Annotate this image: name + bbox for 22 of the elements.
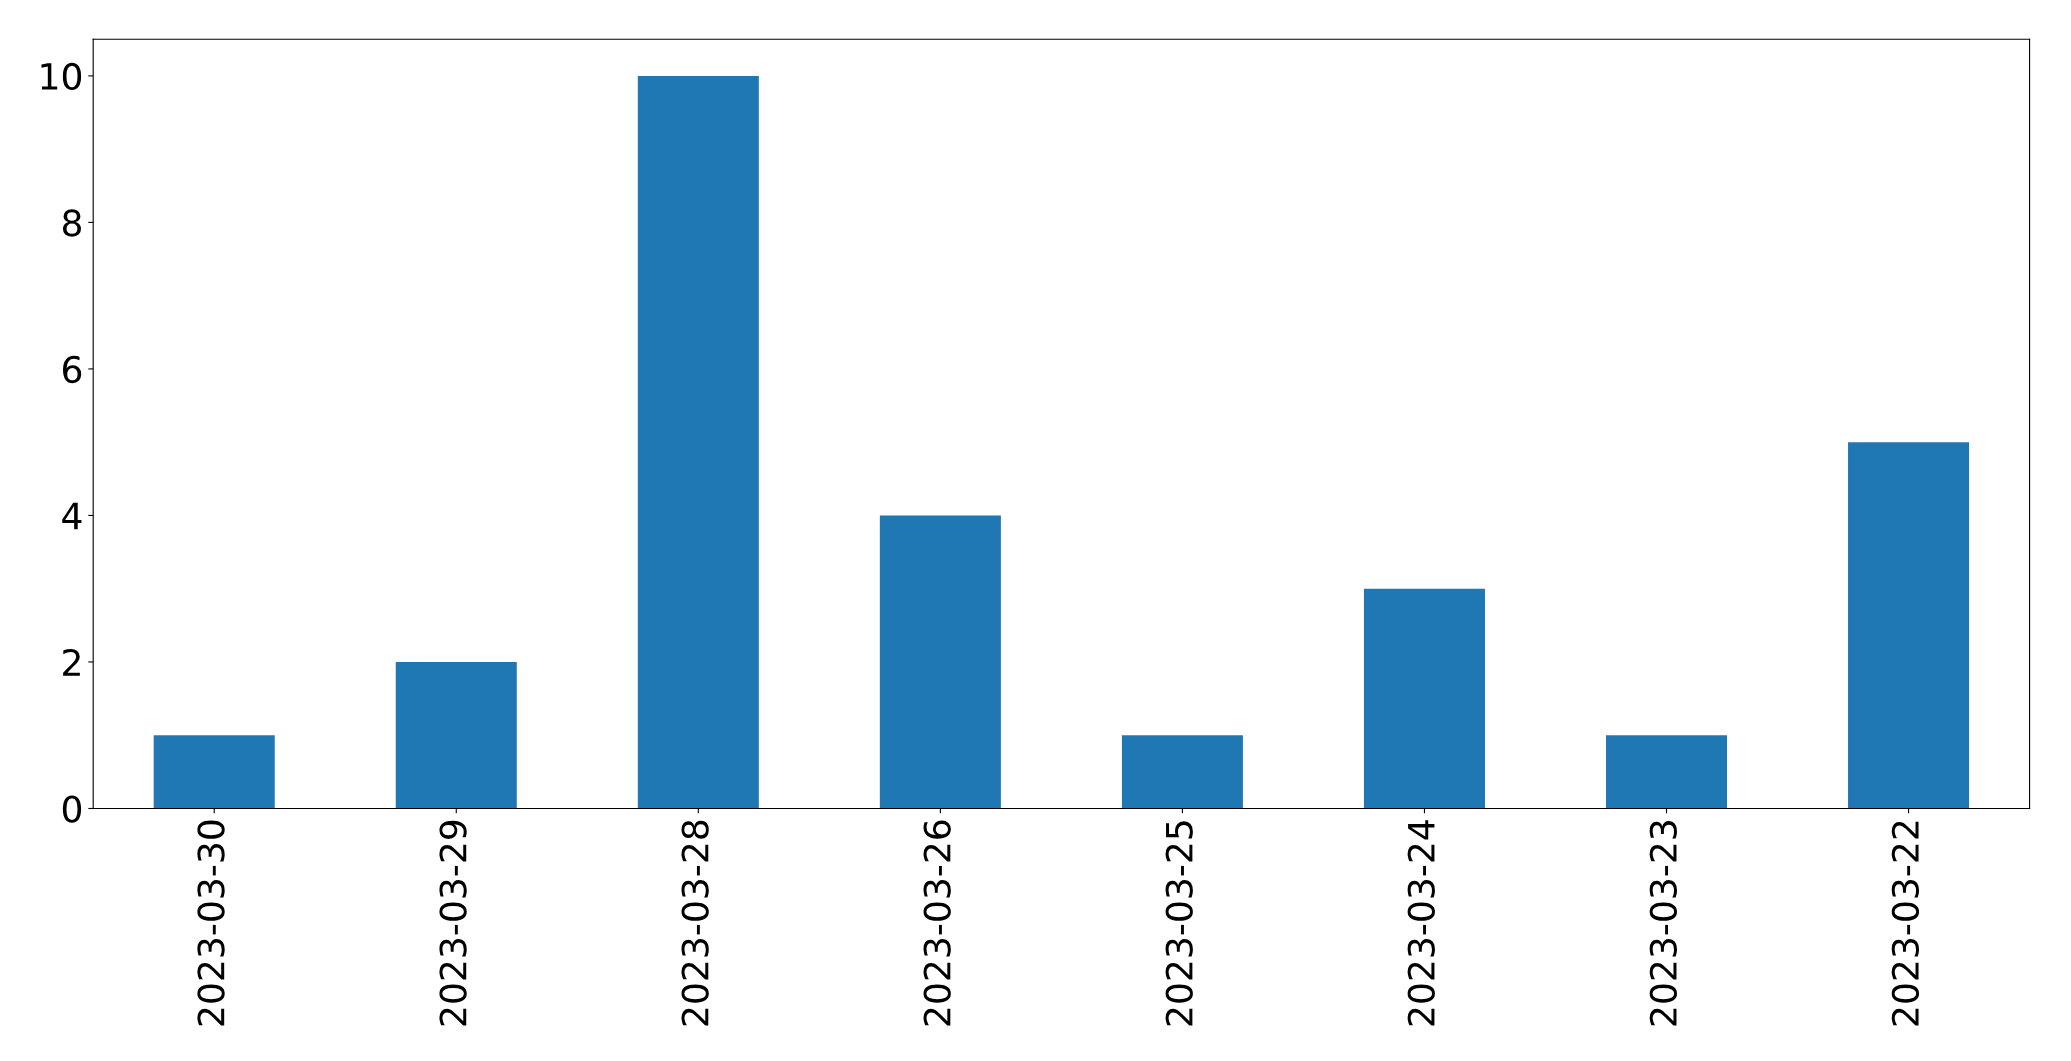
x-tick-label: 2023-03-28	[681, 820, 709, 1026]
x-tick-label: 2023-03-22	[1891, 821, 1920, 1026]
y-tick-label: 2	[63, 648, 80, 676]
y-tick-label: 10	[41, 62, 82, 91]
bar	[879, 515, 1001, 809]
bar	[637, 75, 759, 809]
y-tick-label: 6	[63, 355, 82, 384]
bar	[1848, 442, 1970, 809]
bar	[395, 661, 517, 809]
x-tick-label: 2023-03-23	[1649, 821, 1677, 1026]
x-tick-label: 2023-03-29	[439, 820, 467, 1026]
bar	[1363, 588, 1485, 809]
y-tick-label: 8	[62, 209, 81, 237]
y-tick-label: 4	[62, 502, 82, 530]
x-tick-label: 2023-03-25	[1165, 821, 1193, 1026]
y-tick-label: 0	[62, 795, 82, 823]
bar	[153, 735, 275, 809]
bar	[1606, 735, 1728, 809]
bar	[1121, 735, 1243, 809]
x-tick-label: 2023-03-30	[197, 820, 225, 1026]
x-tick-label: 2023-03-24	[1407, 820, 1435, 1026]
x-tick-label: 2023-03-26	[923, 820, 951, 1026]
